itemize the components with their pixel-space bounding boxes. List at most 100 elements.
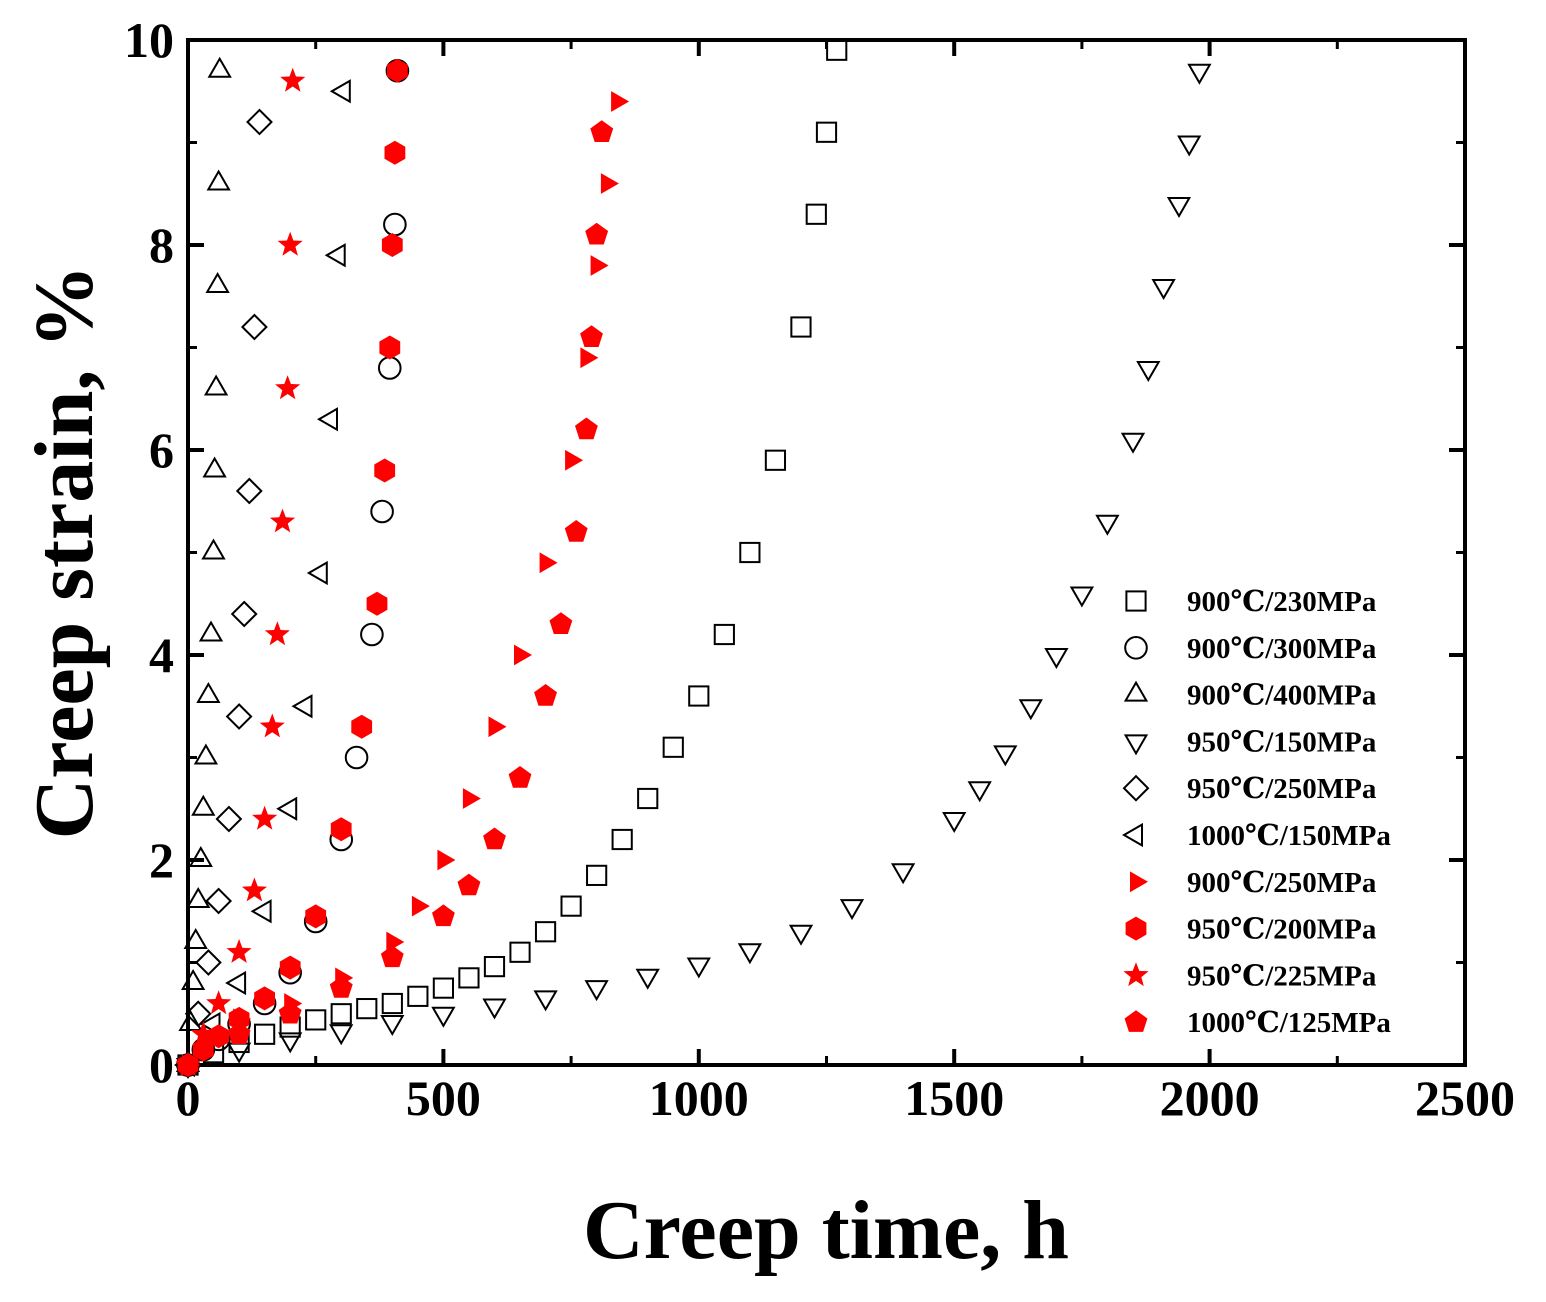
data-point bbox=[186, 887, 211, 908]
x-axis-title: Creep time, h bbox=[583, 1184, 1069, 1277]
data-point bbox=[790, 316, 812, 338]
data-point bbox=[380, 945, 404, 968]
data-point bbox=[329, 976, 353, 998]
data-point bbox=[539, 552, 558, 574]
data-point bbox=[351, 714, 373, 739]
legend-marker bbox=[1122, 822, 1143, 848]
y-tick-label: 8 bbox=[149, 217, 174, 273]
data-point bbox=[366, 591, 388, 616]
data-point bbox=[193, 743, 219, 765]
data-point bbox=[585, 222, 609, 245]
data-point bbox=[207, 56, 232, 78]
data-point bbox=[564, 520, 588, 542]
data-point bbox=[178, 1009, 203, 1031]
data-point bbox=[230, 600, 258, 628]
x-tick-label: 2500 bbox=[1415, 1070, 1515, 1126]
data-point bbox=[482, 998, 507, 1020]
data-point bbox=[180, 969, 206, 990]
data-point bbox=[1120, 432, 1146, 454]
data-point bbox=[330, 817, 352, 842]
data-point bbox=[549, 612, 573, 634]
data-point bbox=[215, 805, 243, 833]
data-point bbox=[967, 781, 992, 803]
data-point bbox=[815, 121, 838, 143]
data-point bbox=[280, 67, 306, 92]
data-point bbox=[662, 736, 684, 758]
data-point bbox=[764, 449, 787, 471]
data-point bbox=[580, 325, 603, 347]
data-point bbox=[575, 417, 598, 440]
data-point bbox=[264, 621, 290, 646]
data-point bbox=[431, 1006, 456, 1028]
data-point bbox=[194, 949, 222, 976]
data-point bbox=[370, 499, 394, 524]
data-point bbox=[483, 827, 506, 850]
x-tick-label: 2000 bbox=[1160, 1070, 1260, 1126]
data-point bbox=[805, 203, 827, 225]
data-point bbox=[196, 682, 221, 703]
legend-label: 950℃/200MPa bbox=[1187, 914, 1377, 946]
data-point bbox=[241, 877, 267, 902]
data-point bbox=[600, 173, 619, 194]
data-point bbox=[1044, 648, 1069, 669]
data-point bbox=[252, 805, 278, 830]
data-point bbox=[993, 745, 1018, 767]
data-point bbox=[611, 828, 633, 851]
data-point bbox=[462, 788, 481, 809]
data-point bbox=[384, 140, 406, 165]
x-tick-label: 1000 bbox=[649, 1070, 749, 1126]
x-tick-label: 500 bbox=[406, 1070, 481, 1126]
data-point bbox=[316, 407, 338, 432]
legend-marker bbox=[1124, 1010, 1148, 1032]
data-point bbox=[584, 980, 609, 1002]
legend-label: 900℃/300MPa bbox=[1187, 633, 1377, 665]
data-point bbox=[432, 977, 454, 999]
data-point bbox=[240, 313, 268, 341]
data-point bbox=[329, 79, 351, 104]
y-tick-label: 2 bbox=[149, 832, 174, 888]
data-point bbox=[192, 1037, 214, 1062]
data-point bbox=[191, 794, 216, 816]
data-point bbox=[1018, 699, 1043, 721]
data-point bbox=[330, 1003, 352, 1025]
data-point bbox=[377, 356, 402, 380]
data-point bbox=[1177, 135, 1202, 157]
data-point bbox=[788, 924, 814, 946]
data-point bbox=[686, 957, 711, 979]
data-point bbox=[637, 787, 659, 810]
data-point bbox=[826, 39, 848, 61]
data-point bbox=[250, 899, 272, 924]
data-point bbox=[890, 863, 916, 885]
data-point bbox=[688, 685, 710, 707]
data-point bbox=[356, 998, 378, 1020]
data-point bbox=[457, 873, 481, 896]
legend-label: 1000℃/150MPa bbox=[1187, 820, 1391, 852]
data-point bbox=[565, 449, 584, 471]
data-point bbox=[360, 622, 384, 647]
data-point bbox=[225, 703, 253, 730]
data-point bbox=[509, 941, 531, 963]
data-point bbox=[202, 456, 227, 478]
data-point bbox=[387, 58, 408, 83]
legend-marker bbox=[1122, 774, 1150, 802]
data-point bbox=[201, 538, 226, 560]
data-point bbox=[226, 939, 252, 963]
y-tick-label: 4 bbox=[149, 627, 174, 683]
data-point bbox=[534, 684, 557, 706]
data-point bbox=[305, 904, 327, 929]
data-point bbox=[381, 992, 403, 1015]
x-tick-label: 0 bbox=[176, 1070, 201, 1126]
data-point bbox=[1136, 361, 1161, 382]
data-point bbox=[839, 899, 865, 921]
data-point bbox=[590, 120, 614, 142]
data-point bbox=[277, 231, 303, 256]
series-6 bbox=[182, 91, 630, 1076]
data-point bbox=[713, 623, 735, 646]
series-7 bbox=[177, 58, 408, 1077]
data-point bbox=[306, 560, 328, 586]
data-point bbox=[739, 541, 761, 564]
data-point bbox=[458, 967, 480, 989]
legend-marker bbox=[1124, 636, 1148, 660]
legend-marker bbox=[1130, 871, 1148, 893]
data-series bbox=[174, 39, 1212, 1079]
